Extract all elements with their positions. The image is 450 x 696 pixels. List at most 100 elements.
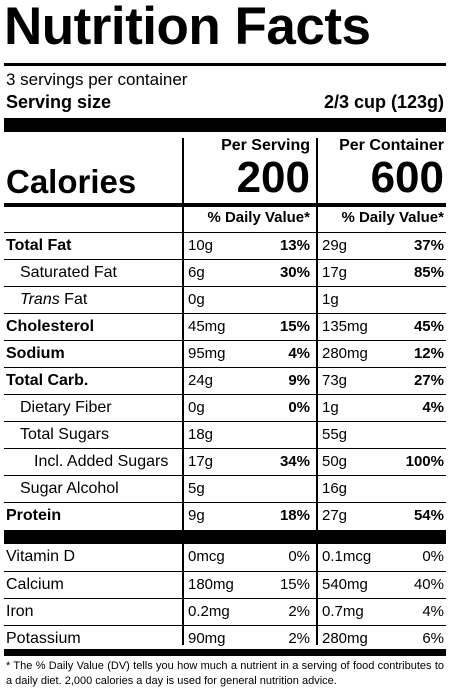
row-divider (4, 367, 446, 368)
per-serving-label: Per Serving (221, 137, 310, 154)
nutrient-name: Total Carb. (6, 372, 89, 389)
container-amount: 50g (322, 453, 348, 470)
container-amount: 0.7mg (322, 603, 364, 620)
nutrient-row-total-sugars: Total Sugars 18g 55g (0, 422, 450, 449)
serving-dv: 2% (288, 630, 310, 647)
serving-amount: 10g (188, 237, 214, 254)
vitamin-row-calcium: Calcium 180mg 15% 540mg 40% (0, 572, 450, 599)
container-dv: 45% (413, 318, 444, 335)
container-dv: 54% (413, 507, 444, 524)
serving-amount: 45mg (188, 318, 226, 335)
container-amount: 540mg (322, 576, 368, 593)
nutrient-row-dietary-fiber: Dietary Fiber 0g 0% 1g 4% (0, 395, 450, 422)
nutrient-name: Sugar Alcohol (20, 480, 119, 497)
nutrient-row-trans-fat: Trans Fat 0g 1g (0, 287, 450, 314)
container-amount: 135mg (322, 318, 368, 335)
row-divider (4, 421, 446, 422)
vitamin-row-vitamin-d: Vitamin D 0mcg 0% 0.1mcg 0% (0, 544, 450, 571)
row-divider (4, 340, 446, 341)
per-container-label: Per Container (339, 137, 444, 154)
serving-dv: 30% (279, 264, 310, 281)
serving-dv: 13% (279, 237, 310, 254)
row-divider (4, 475, 446, 476)
container-dv: 4% (422, 399, 444, 416)
serving-dv: 18% (279, 507, 310, 524)
serving-dv: 0% (288, 548, 310, 565)
trans-fat-rest: Fat (59, 291, 88, 308)
label-title: Nutrition Facts (4, 0, 371, 56)
serving-amount: 0.2mg (188, 603, 230, 620)
serving-amount: 5g (188, 480, 205, 497)
container-amount: 280mg (322, 345, 368, 362)
serving-amount: 9g (188, 507, 205, 524)
container-dv: 6% (422, 630, 444, 647)
nutrient-row-protein: Protein 9g 18% 27g 54% (0, 503, 450, 530)
row-divider (4, 313, 446, 314)
container-dv: 4% (422, 603, 444, 620)
servings-per-container: 3 servings per container (6, 70, 188, 89)
nutrient-name: Iron (6, 603, 34, 620)
container-dv: 85% (413, 264, 444, 281)
serving-amount: 17g (188, 453, 214, 470)
nutrient-name: Protein (6, 507, 62, 524)
dv-header-serving: % Daily Value* (207, 209, 310, 226)
serving-dv: 0% (288, 399, 310, 416)
serving-dv: 9% (288, 372, 310, 389)
nutrient-row-sodium: Sodium 95mg 4% 280mg 12% (0, 341, 450, 368)
container-amount: 55g (322, 426, 348, 443)
nutrient-row-sugar-alcohol: Sugar Alcohol 5g 16g (0, 476, 450, 503)
serving-amount: 0g (188, 291, 205, 308)
container-dv: 27% (413, 372, 444, 389)
container-amount: 27g (322, 507, 348, 524)
container-amount: 280mg (322, 630, 368, 647)
row-divider (4, 286, 446, 287)
nutrient-name: Sodium (6, 345, 65, 362)
row-divider (4, 598, 446, 599)
nutrient-name: Incl. Added Sugars (34, 453, 169, 470)
dv-header-container: % Daily Value* (341, 209, 444, 226)
trans-italic: Trans (20, 291, 60, 308)
serving-dv: 34% (279, 453, 310, 470)
row-divider (4, 625, 446, 626)
nutrient-name: Cholesterol (6, 318, 95, 335)
serving-amount: 24g (188, 372, 214, 389)
container-dv: 100% (405, 453, 444, 470)
nutrient-name: Calcium (6, 576, 64, 593)
nutrient-name: Saturated Fat (20, 264, 117, 281)
container-dv: 40% (413, 576, 444, 593)
vitamin-row-iron: Iron 0.2mg 2% 0.7mg 4% (0, 599, 450, 626)
nutrient-name: Vitamin D (6, 548, 76, 565)
footnote: * The % Daily Value (DV) tells you how m… (6, 660, 444, 687)
serving-amount: 6g (188, 264, 205, 281)
row-divider (4, 394, 446, 395)
container-amount: 29g (322, 237, 348, 254)
row-divider (4, 259, 446, 260)
nutrient-row-added-sugars: Incl. Added Sugars 17g 34% 50g 100% (0, 449, 450, 476)
vitamin-row-potassium: Potassium 90mg 2% 280mg 6% (0, 626, 450, 653)
nutrient-name: Dietary Fiber (20, 399, 112, 416)
serving-amount: 0g (188, 399, 205, 416)
nutrient-row-saturated-fat: Saturated Fat 6g 30% 17g 85% (0, 260, 450, 287)
container-amount: 17g (322, 264, 348, 281)
container-amount: 16g (322, 480, 348, 497)
calories-per-serving: 200 (236, 153, 310, 202)
serving-dv: 4% (288, 345, 310, 362)
serving-amount: 0mcg (188, 548, 225, 565)
calories-label: Calories (6, 163, 137, 200)
container-amount: 73g (322, 372, 348, 389)
thick-divider-bottom (4, 649, 446, 656)
container-amount: 1g (322, 291, 339, 308)
row-divider (4, 502, 446, 503)
column-divider-2 (316, 138, 318, 645)
container-dv: 37% (413, 237, 444, 254)
nutrient-name: Potassium (6, 630, 81, 647)
nutrient-name: Total Fat (6, 237, 72, 254)
nutrient-row-total-carb: Total Carb. 24g 9% 73g 27% (0, 368, 450, 395)
serving-size-label: Serving size (6, 92, 112, 112)
nutrient-row-total-fat: Total Fat 10g 13% 29g 37% (0, 233, 450, 260)
serving-dv: 15% (279, 576, 310, 593)
serving-amount: 180mg (188, 576, 234, 593)
calories-divider (4, 203, 446, 207)
nutrient-name: Trans Fat (20, 291, 87, 309)
